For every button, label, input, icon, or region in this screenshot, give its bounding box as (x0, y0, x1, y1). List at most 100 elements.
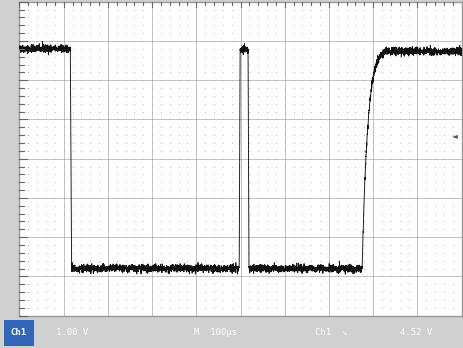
Point (193, 15, 200, 20)
Point (432, 219, 439, 224)
Point (449, 219, 457, 224)
Point (263, 7, 271, 13)
Point (361, 148, 368, 153)
Point (78, 15, 85, 20)
Point (281, 219, 288, 224)
Point (272, 85, 280, 91)
Point (237, 125, 244, 130)
Point (396, 180, 403, 185)
Point (113, 7, 120, 13)
Point (201, 242, 209, 248)
Point (334, 54, 342, 60)
Point (352, 187, 359, 193)
Point (246, 305, 253, 310)
Point (272, 242, 280, 248)
Point (16, 132, 23, 138)
Point (281, 109, 288, 114)
Point (69, 250, 76, 256)
Point (458, 289, 463, 295)
Point (201, 195, 209, 201)
Point (272, 282, 280, 287)
Point (299, 156, 306, 161)
Point (272, 156, 280, 161)
Point (16, 187, 23, 193)
Point (396, 227, 403, 232)
Point (440, 15, 448, 20)
Point (16, 289, 23, 295)
Point (184, 38, 191, 44)
Point (175, 164, 182, 169)
Point (184, 62, 191, 67)
Point (113, 211, 120, 216)
Point (432, 0, 439, 5)
Point (299, 140, 306, 146)
Point (16, 62, 23, 67)
Point (228, 132, 235, 138)
Point (78, 274, 85, 279)
Point (33, 289, 41, 295)
Point (352, 109, 359, 114)
Point (405, 242, 412, 248)
Point (325, 23, 332, 28)
Point (193, 282, 200, 287)
Point (396, 7, 403, 13)
Point (307, 85, 315, 91)
Point (255, 266, 262, 271)
Point (361, 140, 368, 146)
Point (139, 219, 147, 224)
Point (334, 313, 342, 318)
Point (210, 227, 218, 232)
Point (16, 125, 23, 130)
Point (25, 15, 32, 20)
Point (307, 187, 315, 193)
Point (51, 282, 58, 287)
Point (405, 132, 412, 138)
Point (246, 23, 253, 28)
Point (16, 140, 23, 146)
Point (87, 85, 94, 91)
Point (157, 274, 165, 279)
Point (175, 30, 182, 36)
Point (334, 46, 342, 52)
Point (113, 70, 120, 75)
Point (193, 148, 200, 153)
Text: 1.00 V: 1.00 V (56, 328, 88, 337)
Point (210, 62, 218, 67)
Point (432, 30, 439, 36)
Point (299, 30, 306, 36)
Point (440, 30, 448, 36)
Point (440, 109, 448, 114)
Point (414, 93, 421, 99)
Point (414, 172, 421, 177)
Point (316, 203, 324, 208)
Point (166, 125, 174, 130)
Point (210, 85, 218, 91)
Point (184, 195, 191, 201)
Point (193, 227, 200, 232)
Point (95, 140, 103, 146)
Point (352, 289, 359, 295)
Point (237, 180, 244, 185)
Point (113, 93, 120, 99)
Point (281, 7, 288, 13)
Point (42, 297, 50, 303)
Point (440, 117, 448, 122)
Point (281, 203, 288, 208)
Point (87, 46, 94, 52)
Point (423, 156, 430, 161)
Point (113, 289, 120, 295)
Point (281, 250, 288, 256)
Point (25, 227, 32, 232)
Point (343, 164, 350, 169)
Point (42, 15, 50, 20)
Point (396, 62, 403, 67)
Point (299, 172, 306, 177)
Point (369, 93, 377, 99)
Point (378, 313, 386, 318)
Point (42, 250, 50, 256)
Point (414, 180, 421, 185)
Point (219, 227, 226, 232)
Point (387, 140, 394, 146)
Point (237, 242, 244, 248)
Point (255, 117, 262, 122)
